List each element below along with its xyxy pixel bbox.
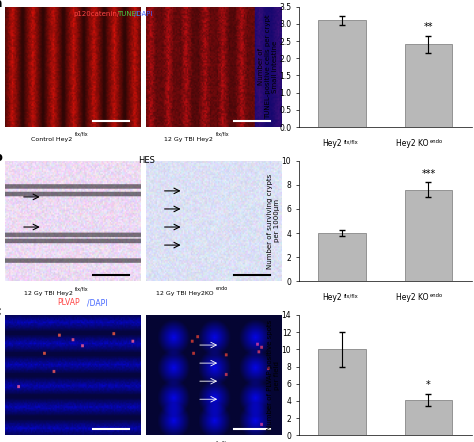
Text: p120catenin/: p120catenin/ [73,11,120,17]
Text: HES: HES [138,156,155,164]
Text: /DAPI: /DAPI [87,298,108,307]
Text: Control Hey2: Control Hey2 [31,137,73,142]
Text: /DAPI: /DAPI [134,11,152,17]
Bar [405,190,452,281]
Bar [319,233,366,281]
Text: 12 Gy TBI Hey2: 12 Gy TBI Hey2 [24,291,73,296]
Text: a: a [0,0,2,10]
Bar [405,45,452,127]
Text: 12 Gy TBI Hey2: 12 Gy TBI Hey2 [164,137,213,142]
Text: endo: endo [430,139,443,144]
Text: flx/flx: flx/flx [216,132,229,137]
Text: **: ** [424,22,433,32]
Text: 12 Gy TBI Hey2KO: 12 Gy TBI Hey2KO [155,291,213,296]
Text: flx/flx: flx/flx [216,440,229,442]
Text: endo: endo [430,293,443,298]
Text: PLVAP: PLVAP [57,298,80,307]
Y-axis label: Number of surviving crypts
per 1000μm: Number of surviving crypts per 1000μm [267,173,280,269]
Text: flx/flx: flx/flx [344,139,359,144]
Bar [319,349,366,435]
Text: Hey2 KO: Hey2 KO [396,139,428,148]
Text: flx/flx: flx/flx [75,132,89,137]
Text: b: b [0,151,3,164]
Text: Hey2 KO: Hey2 KO [396,293,428,302]
Bar [319,20,366,127]
Text: Hey2: Hey2 [322,139,342,148]
Y-axis label: Number of PLVAP-positive spots
per field: Number of PLVAP-positive spots per field [267,320,280,430]
Text: endo: endo [216,286,228,291]
Text: ***: *** [421,169,436,179]
Text: *: * [426,381,431,390]
Text: flx/flx: flx/flx [75,286,89,291]
Text: c: c [0,305,1,318]
Y-axis label: Number of
TUNEL-positive cells per crypt
Small intestine: Number of TUNEL-positive cells per crypt… [258,15,278,119]
Text: TUNEL: TUNEL [118,11,140,17]
Text: flx/flx: flx/flx [344,293,359,298]
Text: Hey2: Hey2 [322,293,342,302]
Bar [405,400,452,435]
